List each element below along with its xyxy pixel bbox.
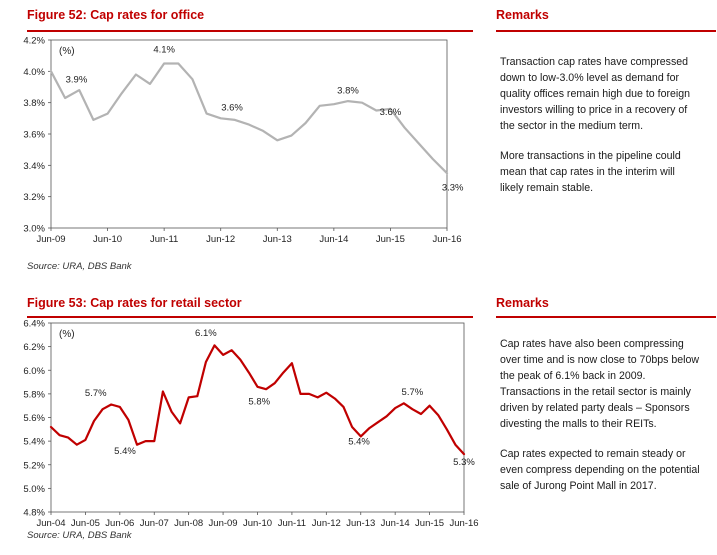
office-chart-data-label: 4.1% <box>153 45 175 56</box>
office-chart-x-tick-label: Jun-14 <box>319 234 348 245</box>
office-chart-x-tick-label: Jun-15 <box>376 234 405 245</box>
office-chart-y-tick-label: 4.2% <box>23 36 45 47</box>
figure-52-remarks-rule <box>496 30 716 32</box>
figure-52-source: Source: URA, DBS Bank <box>27 261 132 272</box>
office-chart-data-label: 3.3% <box>442 182 464 193</box>
retail-chart-y-axis-label: (%) <box>59 329 75 340</box>
figure-52-title: Figure 52: Cap rates for office <box>27 8 205 22</box>
office-cap-rate-chart: 3.0% 3.2% 3.4% 3.6% 3.8% 4.0% 4.2% Jun-09 Jun-10… <box>23 36 464 246</box>
retail-chart-x-tick-label: Jun-04 <box>36 518 65 529</box>
retail-chart-data-label: 5.3% <box>453 457 475 468</box>
office-chart-data-label: 3.6% <box>221 103 243 114</box>
retail-chart-data-label: 5.4% <box>348 437 370 448</box>
figure-53-remark-1: Cap rates have also been compressing ove… <box>500 338 700 430</box>
figure-53-remarks: Cap rates have also been compressing ove… <box>500 336 700 508</box>
office-chart-y-tick-label: 3.6% <box>23 130 45 141</box>
office-chart-data-label: 3.8% <box>337 85 359 96</box>
retail-chart-y-tick-label: 5.4% <box>23 437 45 448</box>
office-chart-x-tick-label: Jun-12 <box>206 234 235 245</box>
figure-53-source: Source: URA, DBS Bank <box>27 530 132 541</box>
figure-52-rule <box>27 30 473 32</box>
figure-52-remark-2: More transactions in the pipeline could … <box>500 150 681 194</box>
retail-chart-x-tick-label: Jun-16 <box>449 518 478 529</box>
office-chart-plot-frame <box>50 39 448 229</box>
office-chart-y-tick-label: 3.0% <box>23 224 45 235</box>
retail-chart-x-tick-label: Jun-12 <box>312 518 341 529</box>
retail-chart-y-tick-label: 5.0% <box>23 484 45 495</box>
retail-chart-x-tick-label: Jun-09 <box>209 518 238 529</box>
figure-52-remarks-heading: Remarks <box>496 8 549 22</box>
figure-53-remark-2: Cap rates expected to remain steady or e… <box>500 448 700 492</box>
office-chart-y-tick-label: 4.0% <box>23 67 45 78</box>
figure-53-remarks-heading: Remarks <box>496 296 549 310</box>
office-chart-y-axis-label: (%) <box>59 46 75 57</box>
retail-chart-x-tick-label: Jun-14 <box>381 518 410 529</box>
office-chart-x-tick-label: Jun-11 <box>150 234 178 245</box>
figure-53-rule <box>27 316 473 318</box>
retail-chart-x-tick-label: Jun-07 <box>140 518 169 529</box>
office-chart-x-tick-label: Jun-10 <box>93 234 122 245</box>
retail-chart-data-label: 6.1% <box>195 328 217 339</box>
figure-53-title: Figure 53: Cap rates for retail sector <box>27 296 242 310</box>
retail-chart-data-label: 5.8% <box>248 397 270 408</box>
office-chart-y-tick-label: 3.2% <box>23 192 45 203</box>
retail-chart-data-label: 5.4% <box>114 446 136 457</box>
retail-chart-y-tick-label: 6.4% <box>23 319 45 330</box>
retail-chart-y-tick-label: 4.8% <box>23 508 45 519</box>
retail-chart-y-tick-label: 5.2% <box>23 460 45 471</box>
retail-chart-y-tick-label: 5.6% <box>23 413 45 424</box>
retail-chart-x-tick-label: Jun-06 <box>105 518 134 529</box>
office-chart-y-tick-label: 3.8% <box>23 98 45 109</box>
office-chart-data-label: 3.9% <box>66 74 88 85</box>
retail-chart-plot-frame <box>50 322 465 513</box>
office-chart-data-label: 3.6% <box>380 107 402 118</box>
figure-52-remarks: Transaction cap rates have compressed do… <box>500 54 696 210</box>
retail-chart-x-tick-label: Jun-13 <box>346 518 375 529</box>
retail-chart-x-tick-label: Jun-05 <box>71 518 100 529</box>
retail-cap-rate-chart: 4.8% 5.0% 5.2% 5.4% 5.6% 5.8% 6.0% 6.2% 6.4% Jun-… <box>23 319 478 530</box>
office-chart-x-tick-label: Jun-16 <box>432 234 461 245</box>
retail-chart-data-label: 5.7% <box>402 387 424 398</box>
office-chart-x-tick-label: Jun-09 <box>36 234 65 245</box>
retail-chart-x-tick-label: Jun-15 <box>415 518 444 529</box>
figure-52-remark-1: Transaction cap rates have compressed do… <box>500 56 691 132</box>
office-chart-y-tick-label: 3.4% <box>23 161 45 172</box>
retail-chart-y-tick-label: 6.2% <box>23 342 45 353</box>
retail-chart-data-label: 5.7% <box>85 388 107 399</box>
retail-chart-x-tick-label: Jun-10 <box>243 518 272 529</box>
office-chart-x-tick-label: Jun-13 <box>263 234 292 245</box>
retail-chart-y-tick-label: 5.8% <box>23 389 45 400</box>
retail-chart-y-tick-label: 6.0% <box>23 366 45 377</box>
retail-chart-series-line <box>49 344 466 456</box>
retail-chart-x-tick-label: Jun-11 <box>278 518 306 529</box>
retail-chart-x-tick-label: Jun-08 <box>174 518 203 529</box>
office-chart-series-line <box>49 62 449 175</box>
figure-53-remarks-rule <box>496 316 716 318</box>
